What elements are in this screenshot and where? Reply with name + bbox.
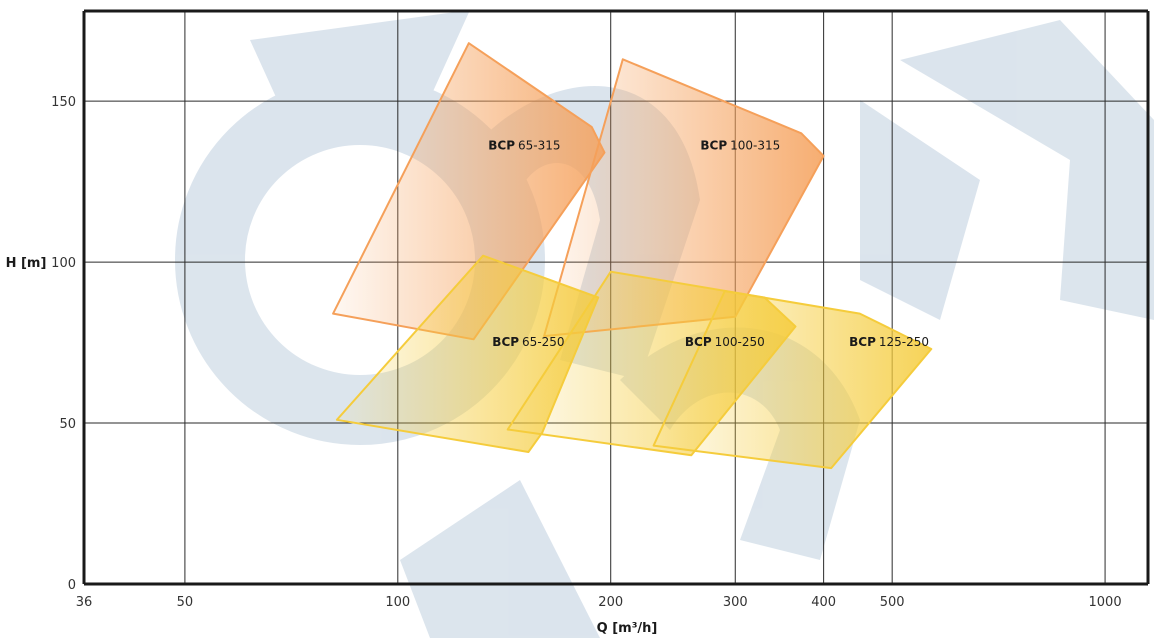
- region-label-model: 65-315: [518, 138, 561, 152]
- region-label-model: 125-250: [879, 335, 929, 349]
- y-tick-label: 150: [51, 95, 76, 110]
- x-tick-label: 200: [598, 595, 623, 610]
- region-label-model: 100-315: [730, 138, 780, 152]
- region-label-65-315: BCP 65-315: [488, 138, 560, 152]
- x-tick-label: 500: [880, 595, 905, 610]
- y-tick-label: 0: [68, 578, 76, 593]
- x-tick-label: 1000: [1089, 595, 1122, 610]
- region-label-100-250: BCP 100-250: [685, 335, 765, 349]
- region-label-model: 65-250: [522, 335, 565, 349]
- region-label-brand: BCP: [492, 335, 519, 349]
- region-label-brand: BCP: [685, 335, 712, 349]
- region-label-65-250: BCP 65-250: [492, 335, 564, 349]
- x-tick-label: 36: [76, 595, 93, 610]
- y-axis-title: H [m]: [6, 256, 47, 271]
- region-label-125-250: BCP 125-250: [849, 335, 929, 349]
- x-tick-label: 50: [177, 595, 194, 610]
- y-tick-label: 100: [51, 256, 76, 271]
- x-tick-label: 400: [811, 595, 836, 610]
- region-label-100-315: BCP 100-315: [700, 138, 780, 152]
- region-label-brand: BCP: [488, 138, 515, 152]
- grid: [84, 11, 1148, 584]
- region-label-brand: BCP: [700, 138, 727, 152]
- axes: 36 50 100 200 300 400 500 1000 0 50 100 150: [51, 9, 1150, 610]
- performance-regions: [332, 42, 933, 470]
- region-label-model: 100-250: [715, 335, 765, 349]
- x-tick-label: 100: [385, 595, 410, 610]
- x-tick-label: 300: [723, 595, 748, 610]
- x-axis-title: Q [m³/h]: [597, 621, 658, 636]
- region-label-brand: BCP: [849, 335, 876, 349]
- y-tick-label: 50: [59, 417, 76, 432]
- region-125-250: [652, 290, 933, 470]
